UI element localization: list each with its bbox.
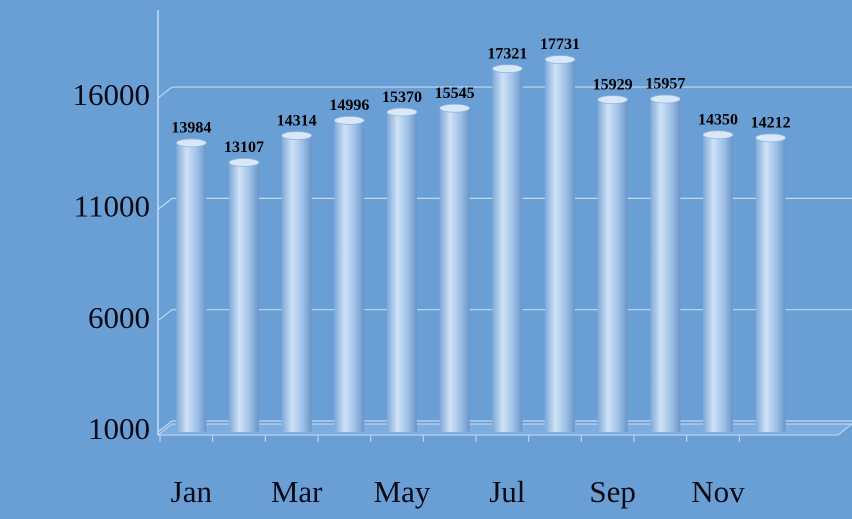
bar-top [649, 94, 681, 104]
data-label: 14996 [329, 97, 369, 114]
bar [597, 99, 628, 433]
data-label: 17321 [487, 45, 527, 62]
y-tick-label: 16000 [73, 77, 151, 112]
grid-line [157, 86, 173, 99]
bar [387, 112, 417, 432]
y-tick-label: 6000 [88, 300, 150, 335]
data-label: 15929 [593, 76, 633, 93]
bar-top [544, 55, 576, 64]
bar-top [597, 95, 629, 105]
y-tick-label: 11000 [74, 188, 150, 223]
bar-top [491, 64, 523, 74]
x-tick-label: Jan [171, 474, 213, 509]
bar-top [175, 138, 207, 148]
x-tick-label: Sep [589, 474, 636, 509]
data-label: 17731 [540, 36, 580, 53]
grid-line [157, 420, 173, 433]
data-label: 14350 [698, 111, 738, 128]
bar-top [439, 103, 471, 113]
bar-top [281, 131, 313, 140]
grid-line [157, 197, 173, 210]
data-label: 15370 [382, 89, 422, 106]
data-label: 15957 [645, 76, 685, 93]
bar [545, 59, 575, 432]
x-tick-label: Mar [271, 474, 323, 509]
data-label: 13107 [224, 139, 264, 156]
bar-top [386, 107, 418, 117]
bar [281, 135, 312, 432]
bar [650, 99, 681, 432]
data-label: 14314 [277, 112, 317, 129]
bar [755, 137, 786, 432]
bar-top [333, 116, 365, 125]
x-tick-label: Jul [489, 474, 525, 509]
bar [229, 162, 259, 432]
bar-top [755, 133, 787, 143]
x-tick-label: Nov [691, 474, 745, 509]
bar [334, 120, 365, 432]
x-tick-label: May [374, 474, 431, 509]
bar [439, 108, 470, 432]
data-label: 15545 [435, 85, 475, 102]
bar [492, 68, 523, 432]
bar [176, 142, 207, 432]
data-label: 14212 [751, 115, 791, 132]
bar [703, 134, 733, 432]
data-label: 13984 [171, 120, 211, 137]
bar-top [228, 158, 260, 167]
y-tick-label: 1000 [88, 411, 150, 446]
bar-top [702, 130, 734, 140]
grid-line [157, 309, 173, 322]
